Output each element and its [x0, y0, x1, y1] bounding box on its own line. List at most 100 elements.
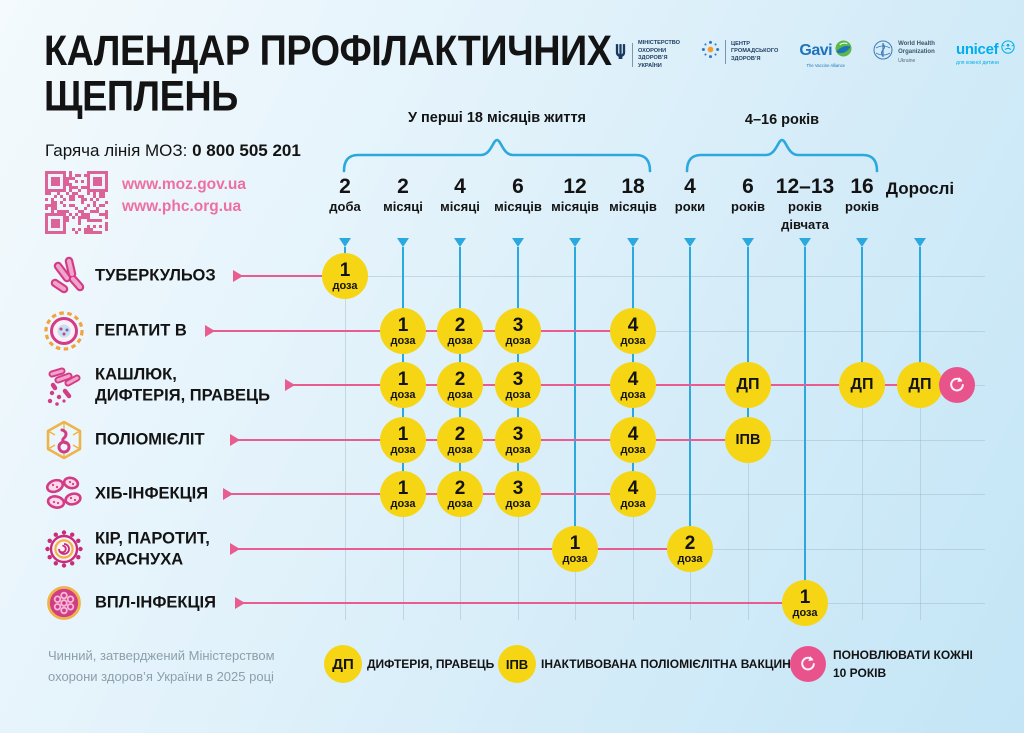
dose-marker: 3 доза [495, 471, 541, 517]
column-header: 12–13 років дівчата [760, 176, 850, 233]
column-age-unit: місяці [383, 199, 423, 214]
dose-marker: 1 доза [552, 526, 598, 572]
column-age-unit: років [845, 199, 879, 214]
who-emblem-icon [873, 40, 893, 65]
column-header: 18 місяців [588, 176, 678, 215]
column-age-number: 4 [684, 175, 696, 198]
hepatitis-icon [42, 309, 86, 353]
dose-number: 1 [397, 368, 409, 390]
column-age-unit: місяці [440, 199, 480, 214]
dose-marker: 1 доза [380, 362, 426, 408]
column-pointer-icon [397, 238, 409, 247]
dose-sub: доза [677, 552, 703, 565]
dose-sub: доза [505, 443, 531, 456]
row-arrow-icon [205, 324, 215, 337]
row-arrow-icon [285, 378, 295, 391]
dose-sub: доза [505, 388, 531, 401]
dose-number: 1 [397, 477, 409, 499]
column-age-unit: місяців [551, 199, 599, 214]
row-arrow-icon [230, 433, 240, 446]
column-age-number: Дорослі [885, 179, 955, 198]
renew-icon [939, 367, 975, 403]
hotline-label: Гаряча лінія МОЗ: [45, 141, 188, 160]
dose-number: 3 [512, 423, 524, 445]
legend-renew-icon [790, 646, 826, 682]
disease-label: КІР, ПАРОТИТ, КРАСНУХА [95, 529, 210, 568]
who-logo-text: World Health Organization [898, 41, 935, 55]
timeline-line [688, 247, 692, 549]
dose-marker: 4 доза [610, 417, 656, 463]
dose-sub: доза [447, 497, 473, 510]
row-arrow-icon [233, 269, 243, 282]
phc-logo-text: ЦЕНТР ГРОМАДСЬКОГО ЗДОРОВ’Я [731, 40, 779, 62]
dose-sub: доза [332, 279, 358, 292]
column-pointer-icon [569, 238, 581, 247]
polio-icon [42, 418, 86, 462]
dose-marker: 2 доза [437, 471, 483, 517]
unicef-logo: unicef для кожної дитини [956, 40, 1015, 66]
dose-number: ІПВ [735, 431, 761, 448]
dose-number: 2 [454, 423, 466, 445]
grid-line [861, 247, 863, 620]
grid-line [344, 247, 346, 620]
row-line [238, 547, 690, 551]
dose-sub: доза [390, 388, 416, 401]
hotline: Гаряча лінія МОЗ: 0 800 505 201 [45, 141, 301, 161]
dose-marker: 3 доза [495, 362, 541, 408]
dose-marker: ДП [897, 362, 943, 408]
row-line [241, 274, 345, 278]
website-urls: www.moz.gov.ua www.phc.org.ua [122, 174, 246, 219]
column-age-unit: місяців [494, 199, 542, 214]
column-age-number: 18 [621, 175, 645, 198]
disease-label: КАШЛЮК, ДИФТЕРІЯ, ПРАВЕЦЬ [95, 365, 270, 404]
bracket-label-first-18-months: У перші 18 місяців життя [407, 110, 587, 126]
legend-label: ПОНОВЛЮВАТИ КОЖНІ 10 РОКІВ [833, 648, 973, 680]
moz-logo-text: МІНІСТЕРСТВО ОХОРОНИ ЗДОРОВ’Я УКРАЇНИ [638, 40, 681, 69]
timeline-line [860, 247, 864, 385]
column-header: 16 років [817, 176, 907, 215]
dose-number: 1 [339, 259, 351, 281]
column-header: 4 місяці [415, 176, 505, 215]
moz-url: www.moz.gov.ua [122, 176, 247, 193]
dose-sub: доза [447, 334, 473, 347]
column-pointer-icon [914, 238, 926, 247]
dose-marker: 3 доза [495, 308, 541, 354]
dose-sub: доза [447, 443, 473, 456]
trident-icon [614, 43, 627, 67]
dose-number: 3 [512, 314, 524, 336]
dose-marker: 1 доза [322, 253, 368, 299]
grid-line [330, 330, 985, 332]
column-age-number: 6 [512, 175, 524, 198]
dose-number: 1 [397, 423, 409, 445]
column-age-number: 12 [563, 175, 587, 198]
column-pointer-icon [512, 238, 524, 247]
column-age-number: 2 [339, 175, 351, 198]
column-pointer-icon [454, 238, 466, 247]
dose-number: 1 [397, 314, 409, 336]
gavi-globe-icon [835, 40, 852, 62]
dose-marker: 1 доза [380, 471, 426, 517]
row-line [238, 438, 748, 442]
dose-number: 4 [627, 423, 639, 445]
starburst-icon [701, 40, 720, 64]
dose-sub: доза [390, 443, 416, 456]
column-pointer-icon [799, 238, 811, 247]
legend-label: ДИФТЕРІЯ, ПРАВЕЦЬ [367, 657, 495, 671]
dose-marker: 1 доза [380, 308, 426, 354]
column-age-number: 16 [850, 175, 874, 198]
row-arrow-icon [223, 487, 233, 500]
timeline-line [573, 247, 577, 549]
dose-marker: ІПВ [725, 417, 771, 463]
column-pointer-icon [684, 238, 696, 247]
gavi-logo: Gavi The Vaccine Alliance [799, 40, 852, 68]
row-arrow-icon [230, 542, 240, 555]
dose-marker: 4 доза [610, 471, 656, 517]
who-logo: World Health Organization Ukraine [873, 40, 935, 65]
bracket-label-4-16-years: 4–16 років [744, 112, 820, 128]
hpv-icon [42, 581, 86, 625]
dose-sub: доза [792, 606, 818, 619]
column-header: 2 доба [300, 176, 390, 215]
footer-note: Чинний, затверджений Міністерством охоро… [48, 648, 275, 684]
column-age-number: 4 [454, 175, 466, 198]
dose-marker: ДП [725, 362, 771, 408]
